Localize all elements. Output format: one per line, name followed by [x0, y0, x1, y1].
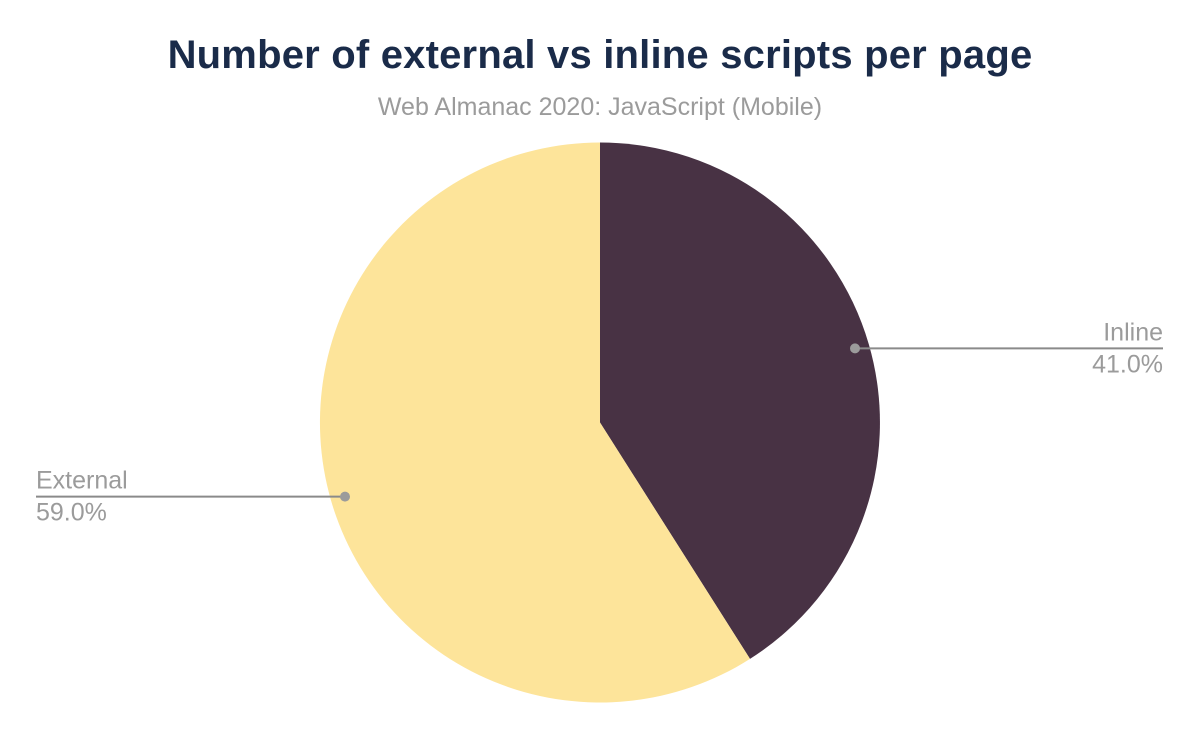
slice-value-inline: 41.0% [1092, 350, 1163, 378]
chart-title: Number of external vs inline scripts per… [167, 33, 1033, 77]
connector-dot-external [340, 491, 350, 502]
chart-header: Number of external vs inline scripts per… [0, 32, 1200, 121]
slice-value-external: 59.0% [36, 499, 107, 527]
pie-slice-inline[interactable] [600, 142, 880, 659]
slice-label-inline: Inline [1103, 318, 1163, 346]
connector-dot-inline [850, 343, 860, 354]
pie-slice-external[interactable] [319, 142, 750, 703]
chart-subtitle: Web Almanac 2020: JavaScript (Mobile) [377, 93, 823, 121]
slice-label-external: External [36, 467, 128, 495]
